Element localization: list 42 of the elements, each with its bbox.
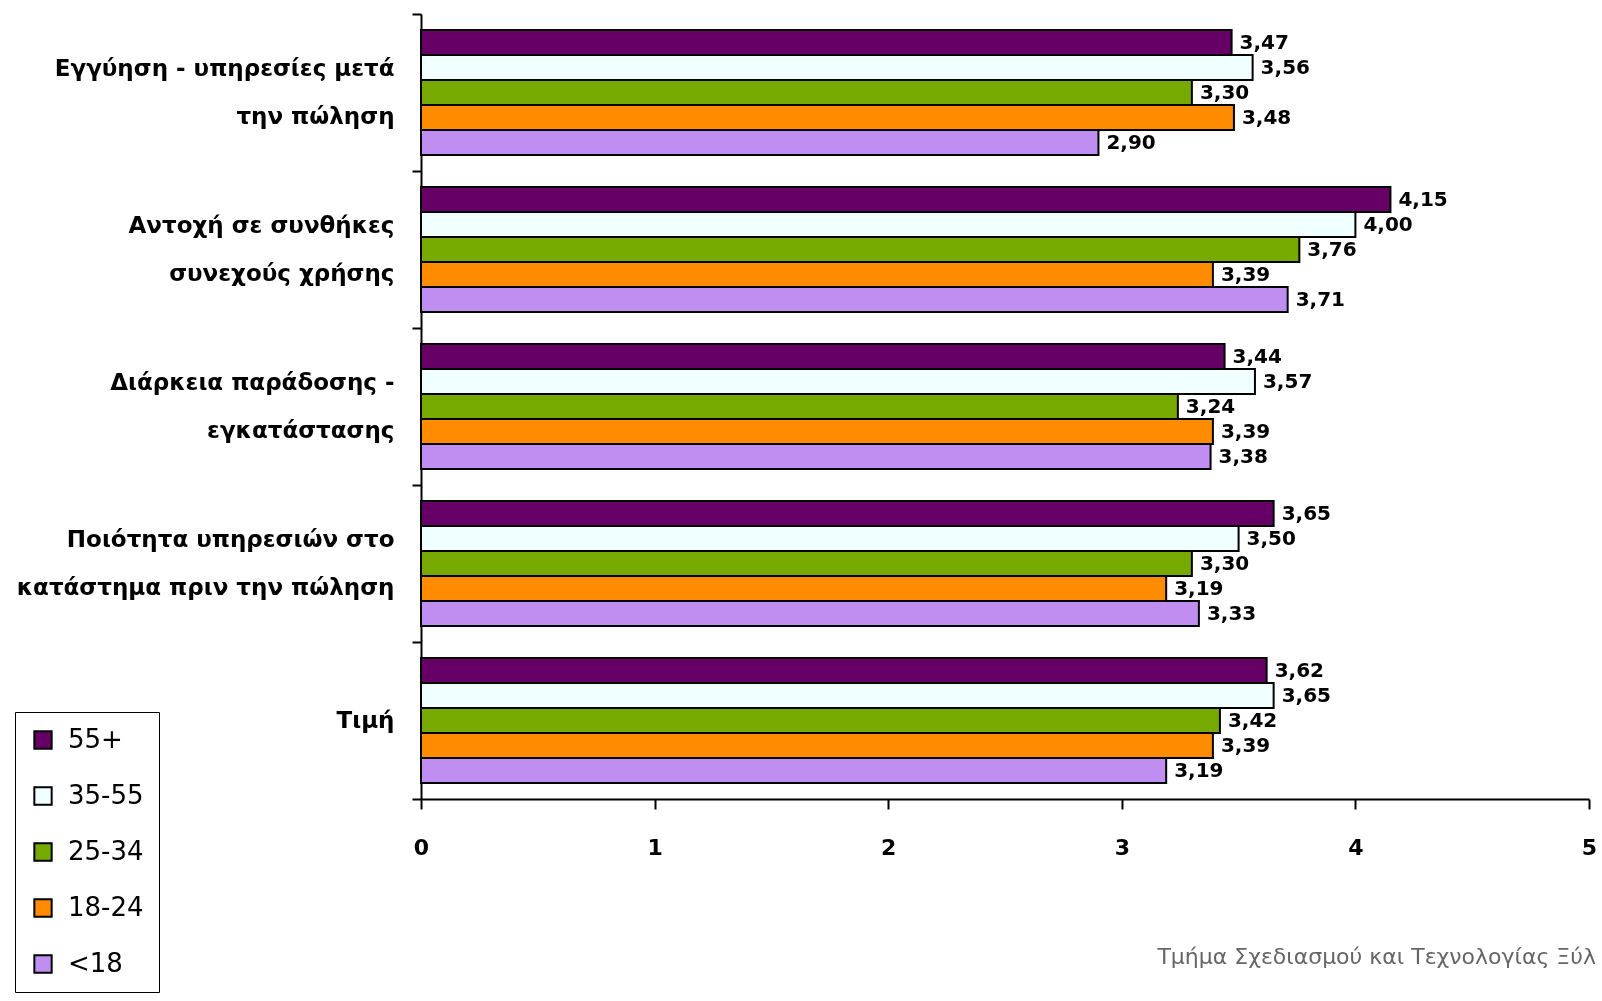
- data-label: 3,71: [1295, 286, 1346, 311]
- y-tick-label: Τιμή: [336, 707, 395, 733]
- data-label: 3,48: [1241, 104, 1292, 129]
- data-label: 3,50: [1246, 525, 1296, 550]
- x-tick-label: 5: [1581, 834, 1598, 860]
- legend-label: 18-24: [68, 892, 144, 922]
- x-tick-label: 1: [647, 834, 663, 860]
- data-label: 3,38: [1218, 443, 1268, 468]
- data-label: 3,42: [1227, 707, 1278, 732]
- data-label: 3,33: [1206, 600, 1257, 625]
- x-tick-label: 0: [413, 834, 430, 860]
- data-label: 3,62: [1274, 657, 1324, 682]
- text: Τμήμα Σχεδιασμού και Τεχνολογίας Ξύλ: [1156, 944, 1596, 969]
- data-label: 3,65: [1281, 500, 1331, 525]
- data-label: 3,76: [1307, 236, 1357, 261]
- data-label: 2,90: [1106, 129, 1156, 154]
- y-tick-label: Διάρκεια παράδοσης - εγκατάστασης: [110, 369, 395, 443]
- legend-label: 35-55: [68, 780, 144, 810]
- legend-label: 55+: [68, 724, 123, 754]
- x-tick-label: 3: [1114, 834, 1130, 860]
- data-label: 3,19: [1174, 757, 1224, 782]
- data-label: 3,39: [1220, 732, 1271, 757]
- data-label: 3,39: [1220, 261, 1271, 286]
- y-tick-label: Εγγύηση - υπηρεσίες μετά την πώληση: [54, 55, 395, 129]
- x-tick-label: 2: [881, 834, 897, 860]
- data-label: 3,56: [1260, 54, 1310, 79]
- data-label: 3,39: [1220, 418, 1271, 443]
- data-label: 3,30: [1199, 79, 1250, 104]
- y-tick-label: Ποιότητα υπηρεσιών στο κατάστημα πριν την πώληση: [16, 526, 395, 600]
- data-label: 3,30: [1199, 550, 1250, 575]
- x-tick-label: 4: [1348, 834, 1364, 860]
- data-label: 3,19: [1174, 575, 1224, 600]
- legend-label: <18: [68, 948, 123, 978]
- data-label: 3,65: [1281, 682, 1331, 707]
- data-label: 3,44: [1232, 343, 1282, 368]
- data-label: 4,15: [1398, 186, 1448, 211]
- data-label: 3,57: [1262, 368, 1313, 393]
- data-label: 3,24: [1185, 393, 1236, 418]
- legend-label: 25-34: [68, 836, 144, 866]
- data-label: 3,47: [1239, 29, 1289, 54]
- data-label: 4,00: [1363, 211, 1413, 236]
- y-tick-label: Αντοχή σε συνθήκες συνεχούς χρήσης: [128, 212, 395, 286]
